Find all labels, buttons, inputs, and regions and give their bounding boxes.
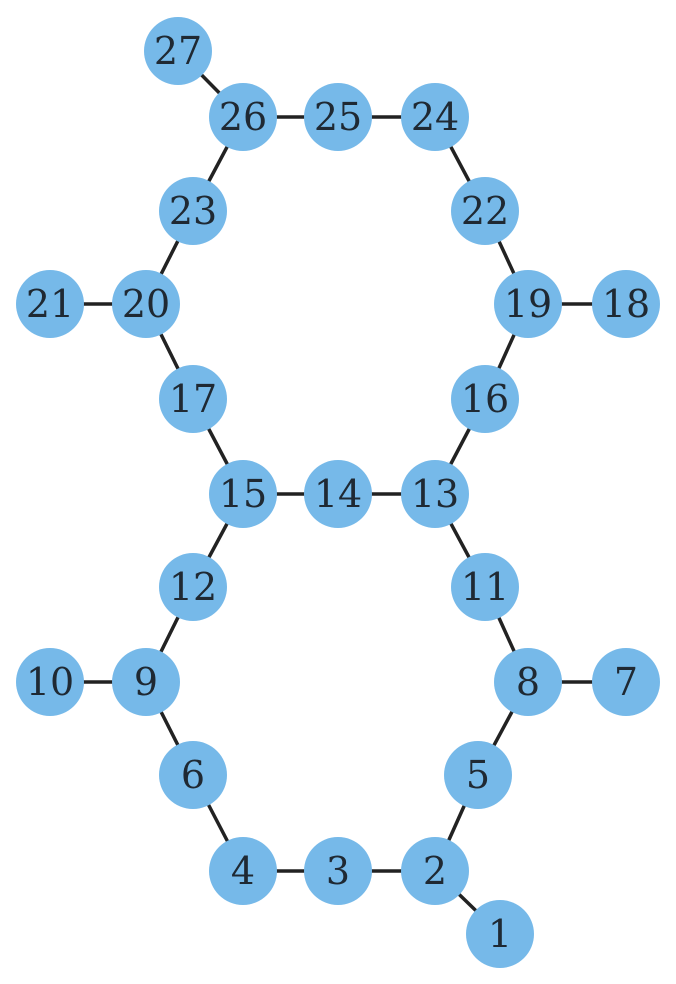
node-circle <box>401 83 469 151</box>
node-6: 6 <box>159 741 227 809</box>
node-label: 2 <box>423 849 447 893</box>
node-label: 4 <box>231 849 255 893</box>
node-circle <box>451 365 519 433</box>
node-circle <box>466 900 534 968</box>
node-label: 23 <box>169 189 217 233</box>
node-circle <box>444 741 512 809</box>
node-label: 10 <box>26 660 74 704</box>
node-label: 5 <box>466 753 490 797</box>
node-label: 7 <box>614 660 638 704</box>
node-label: 27 <box>154 29 202 73</box>
node-8: 8 <box>494 648 562 716</box>
node-circle <box>159 553 227 621</box>
node-14: 14 <box>304 460 372 528</box>
node-label: 12 <box>169 565 217 609</box>
node-circle <box>401 837 469 905</box>
node-label: 19 <box>504 282 552 326</box>
node-label: 24 <box>411 95 459 139</box>
node-circle <box>592 648 660 716</box>
node-label: 25 <box>314 95 362 139</box>
node-16: 16 <box>451 365 519 433</box>
node-circle <box>144 17 212 85</box>
node-label: 1 <box>488 912 512 956</box>
node-label: 16 <box>461 377 509 421</box>
node-circle <box>451 553 519 621</box>
node-7: 7 <box>592 648 660 716</box>
node-circle <box>209 837 277 905</box>
node-circle <box>112 270 180 338</box>
node-label: 26 <box>219 95 267 139</box>
node-circle <box>451 177 519 245</box>
node-label: 20 <box>122 282 170 326</box>
node-label: 15 <box>219 472 267 516</box>
node-label: 9 <box>134 660 158 704</box>
node-circle <box>304 83 372 151</box>
node-13: 13 <box>401 460 469 528</box>
node-4: 4 <box>209 837 277 905</box>
node-label: 11 <box>461 565 509 609</box>
node-2: 2 <box>401 837 469 905</box>
node-label: 14 <box>314 472 362 516</box>
node-label: 21 <box>26 282 74 326</box>
node-label: 17 <box>169 377 217 421</box>
node-circle <box>401 460 469 528</box>
node-label: 18 <box>602 282 650 326</box>
node-label: 22 <box>461 189 509 233</box>
node-circle <box>159 365 227 433</box>
node-circle <box>16 648 84 716</box>
node-5: 5 <box>444 741 512 809</box>
node-18: 18 <box>592 270 660 338</box>
node-circle <box>209 83 277 151</box>
node-27: 27 <box>144 17 212 85</box>
nodes-layer: 1234567891011121314151617181920212223242… <box>16 17 660 968</box>
node-23: 23 <box>159 177 227 245</box>
node-19: 19 <box>494 270 562 338</box>
node-circle <box>494 648 562 716</box>
node-label: 13 <box>411 472 459 516</box>
node-circle <box>209 460 277 528</box>
node-circle <box>159 177 227 245</box>
node-label: 6 <box>181 753 205 797</box>
node-17: 17 <box>159 365 227 433</box>
node-10: 10 <box>16 648 84 716</box>
node-label: 3 <box>326 849 350 893</box>
node-circle <box>304 460 372 528</box>
node-3: 3 <box>304 837 372 905</box>
node-15: 15 <box>209 460 277 528</box>
node-21: 21 <box>16 270 84 338</box>
node-25: 25 <box>304 83 372 151</box>
node-circle <box>494 270 562 338</box>
node-circle <box>16 270 84 338</box>
node-1: 1 <box>466 900 534 968</box>
node-24: 24 <box>401 83 469 151</box>
node-circle <box>592 270 660 338</box>
node-11: 11 <box>451 553 519 621</box>
node-20: 20 <box>112 270 180 338</box>
node-26: 26 <box>209 83 277 151</box>
node-label: 8 <box>516 660 540 704</box>
node-circle <box>159 741 227 809</box>
node-circle <box>112 648 180 716</box>
node-circle <box>304 837 372 905</box>
node-22: 22 <box>451 177 519 245</box>
node-12: 12 <box>159 553 227 621</box>
node-9: 9 <box>112 648 180 716</box>
